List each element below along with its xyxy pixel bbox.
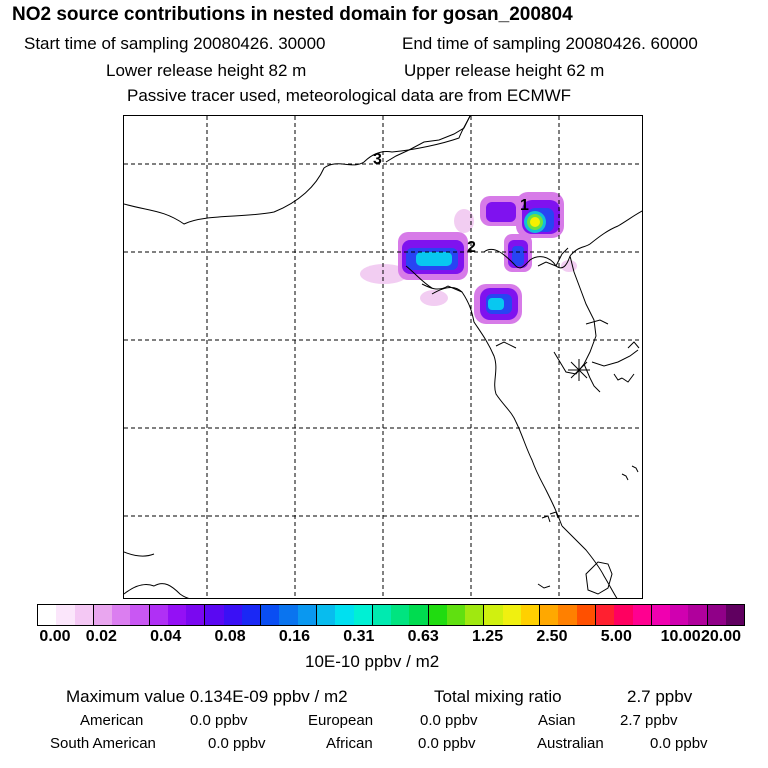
- map-panel: 1 2 3: [123, 115, 643, 599]
- colorbar-segment: [502, 605, 521, 625]
- colorbar-tick-label: 0.08: [214, 628, 246, 645]
- australian-label: Australian: [537, 735, 604, 752]
- colorbar-segment: [93, 605, 113, 625]
- australian-value: 0.0 ppbv: [650, 735, 708, 752]
- colorbar-tick-label: 0.04: [150, 628, 182, 645]
- end-time-label: End time of sampling 20080426. 60000: [402, 34, 698, 53]
- colorbar-segment: [409, 605, 429, 625]
- colorbar-segment: [484, 605, 503, 625]
- european-label: European: [308, 712, 374, 729]
- colorbar-segment: [241, 605, 262, 625]
- colorbar-tick-label: 2.50: [536, 628, 568, 645]
- site-label-3: 3: [373, 151, 382, 168]
- total-mixing-label: Total mixing ratio: [434, 687, 562, 706]
- colorbar-segment: [112, 605, 131, 625]
- colorbar-segment: [167, 605, 187, 625]
- colorbar-segment: [186, 605, 206, 625]
- lower-release-label: Lower release height 82 m: [106, 61, 307, 80]
- colorbar-tick-label: 0.02: [85, 628, 117, 645]
- colorbar-tick-label: 20.00: [700, 628, 742, 645]
- colorbar-segment: [223, 605, 242, 625]
- colorbar-segment: [688, 605, 708, 625]
- colorbar-segment: [149, 605, 168, 625]
- colorbar-segment: [316, 605, 336, 625]
- south-american-value: 0.0 ppbv: [208, 735, 266, 752]
- colorbar-segment: [56, 605, 75, 625]
- african-label: African: [326, 735, 373, 752]
- colorbar-tick-label: 10.00: [660, 628, 701, 645]
- colorbar-segment: [632, 605, 652, 625]
- colorbar-units: 10E-10 ppbv / m2: [305, 652, 440, 671]
- colorbar-segment: [725, 605, 745, 625]
- total-mixing-value: 2.7 ppbv: [627, 687, 693, 706]
- colorbar-tick-label: 0.00: [39, 628, 71, 645]
- max-value-label: Maximum value 0.134E-09 ppbv / m2: [66, 687, 348, 706]
- map-canvas: 1 2 3: [124, 116, 642, 598]
- colorbar-tick-label: 0.63: [407, 628, 439, 645]
- concentration-plume: [360, 192, 577, 324]
- colorbar-tick-label: 5.00: [600, 628, 632, 645]
- site-label-1: 1: [520, 197, 529, 214]
- colorbar-segment: [335, 605, 354, 625]
- start-time-label: Start time of sampling 20080426. 30000: [24, 34, 326, 53]
- upper-release-label: Upper release height 62 m: [404, 61, 605, 80]
- colorbar-tick-label: 0.16: [278, 628, 311, 645]
- tracer-note: Passive tracer used, meteorological data…: [127, 86, 572, 105]
- colorbar-segment: [391, 605, 410, 625]
- colorbar-segment: [74, 605, 94, 625]
- colorbar-segment: [446, 605, 466, 625]
- colorbar-segment: [261, 605, 280, 625]
- colorbar-segment: [279, 605, 298, 625]
- european-value: 0.0 ppbv: [420, 712, 478, 729]
- colorbar-segment: [540, 605, 559, 625]
- colorbar-segment: [465, 605, 485, 625]
- colorbar-segment: [520, 605, 541, 625]
- south-american-label: South American: [50, 735, 156, 752]
- american-label: American: [80, 712, 144, 729]
- map-grid: [124, 116, 642, 598]
- colorbar-segment: [297, 605, 317, 625]
- colorbar-segment: [205, 605, 224, 625]
- colorbar-segment: [130, 605, 150, 625]
- colorbar-segment: [614, 605, 633, 625]
- colorbar-segment: [595, 605, 615, 625]
- colorbar-segment: [558, 605, 577, 625]
- colorbar-tick-label: 0.31: [343, 628, 375, 645]
- asian-value: 2.7 ppbv: [620, 712, 678, 729]
- colorbar-segment: [38, 605, 57, 625]
- colorbar-tick-label: 1.25: [471, 628, 504, 645]
- colorbar: [37, 604, 745, 626]
- site-label-2: 2: [467, 239, 476, 256]
- american-value: 0.0 ppbv: [190, 712, 248, 729]
- colorbar-segment: [353, 605, 373, 625]
- asian-label: Asian: [538, 712, 576, 729]
- colorbar-segment: [707, 605, 726, 625]
- colorbar-segment: [372, 605, 392, 625]
- colorbar-segment: [651, 605, 671, 625]
- colorbar-segment: [428, 605, 447, 625]
- colorbar-segment: [670, 605, 689, 625]
- colorbar-segment: [576, 605, 596, 625]
- star-icon: [568, 359, 590, 381]
- african-value: 0.0 ppbv: [418, 735, 476, 752]
- plot-title: NO2 source contributions in nested domai…: [12, 4, 573, 25]
